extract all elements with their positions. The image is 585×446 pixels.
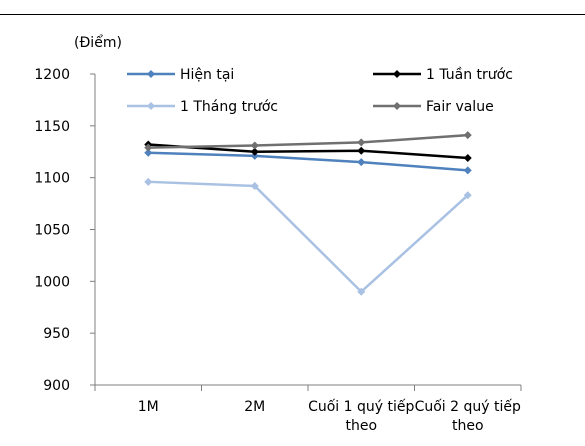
data-point bbox=[250, 141, 259, 150]
legend-marker bbox=[147, 102, 155, 110]
data-point bbox=[144, 148, 153, 157]
x-tick-label: 2M bbox=[244, 399, 265, 415]
data-point bbox=[144, 143, 153, 152]
legend-marker bbox=[393, 70, 401, 78]
legend-label: 1 Tuần trước bbox=[426, 67, 513, 83]
data-point bbox=[250, 147, 259, 156]
x-tick-label: Cuối 1 quý tiếp bbox=[308, 398, 414, 415]
legend-label: 1 Tháng trước bbox=[180, 99, 278, 115]
y-tick-label: 1200 bbox=[34, 67, 70, 83]
top-rule bbox=[0, 14, 585, 15]
data-point bbox=[357, 158, 366, 167]
data-point bbox=[463, 191, 472, 200]
data-point bbox=[144, 177, 153, 186]
x-tick-label: Cuối 2 quý tiếp bbox=[415, 398, 521, 415]
x-tick-label: 1M bbox=[138, 399, 159, 415]
y-unit-label: (Điểm) bbox=[74, 34, 122, 51]
data-point bbox=[463, 166, 472, 175]
y-tick-label: 950 bbox=[43, 326, 70, 342]
series-line bbox=[148, 143, 468, 160]
y-tick-label: 900 bbox=[43, 378, 70, 394]
legend-label: Hiện tại bbox=[180, 67, 234, 83]
legend-marker bbox=[147, 70, 155, 78]
data-point bbox=[463, 131, 472, 140]
y-tick-label: 1100 bbox=[34, 171, 70, 187]
x-tick-label: theo bbox=[452, 418, 484, 434]
series-line bbox=[148, 151, 468, 172]
data-point bbox=[250, 181, 259, 190]
data-point bbox=[357, 146, 366, 155]
series-line bbox=[148, 180, 469, 294]
x-tick-label: theo bbox=[345, 418, 377, 434]
data-point bbox=[357, 138, 366, 147]
y-tick-label: 1050 bbox=[34, 223, 70, 239]
data-point bbox=[463, 153, 472, 162]
legend-label: Fair value bbox=[426, 99, 494, 115]
y-tick-label: 1150 bbox=[34, 119, 70, 135]
data-point bbox=[250, 151, 259, 160]
legend-marker bbox=[393, 102, 401, 110]
series-line bbox=[148, 133, 468, 149]
data-point bbox=[357, 287, 366, 296]
y-tick-label: 1000 bbox=[34, 274, 70, 290]
